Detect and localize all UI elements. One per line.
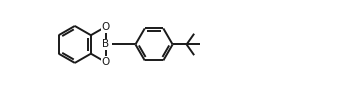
Text: O: O <box>101 57 110 67</box>
Text: B: B <box>102 39 109 49</box>
Text: O: O <box>101 22 110 32</box>
